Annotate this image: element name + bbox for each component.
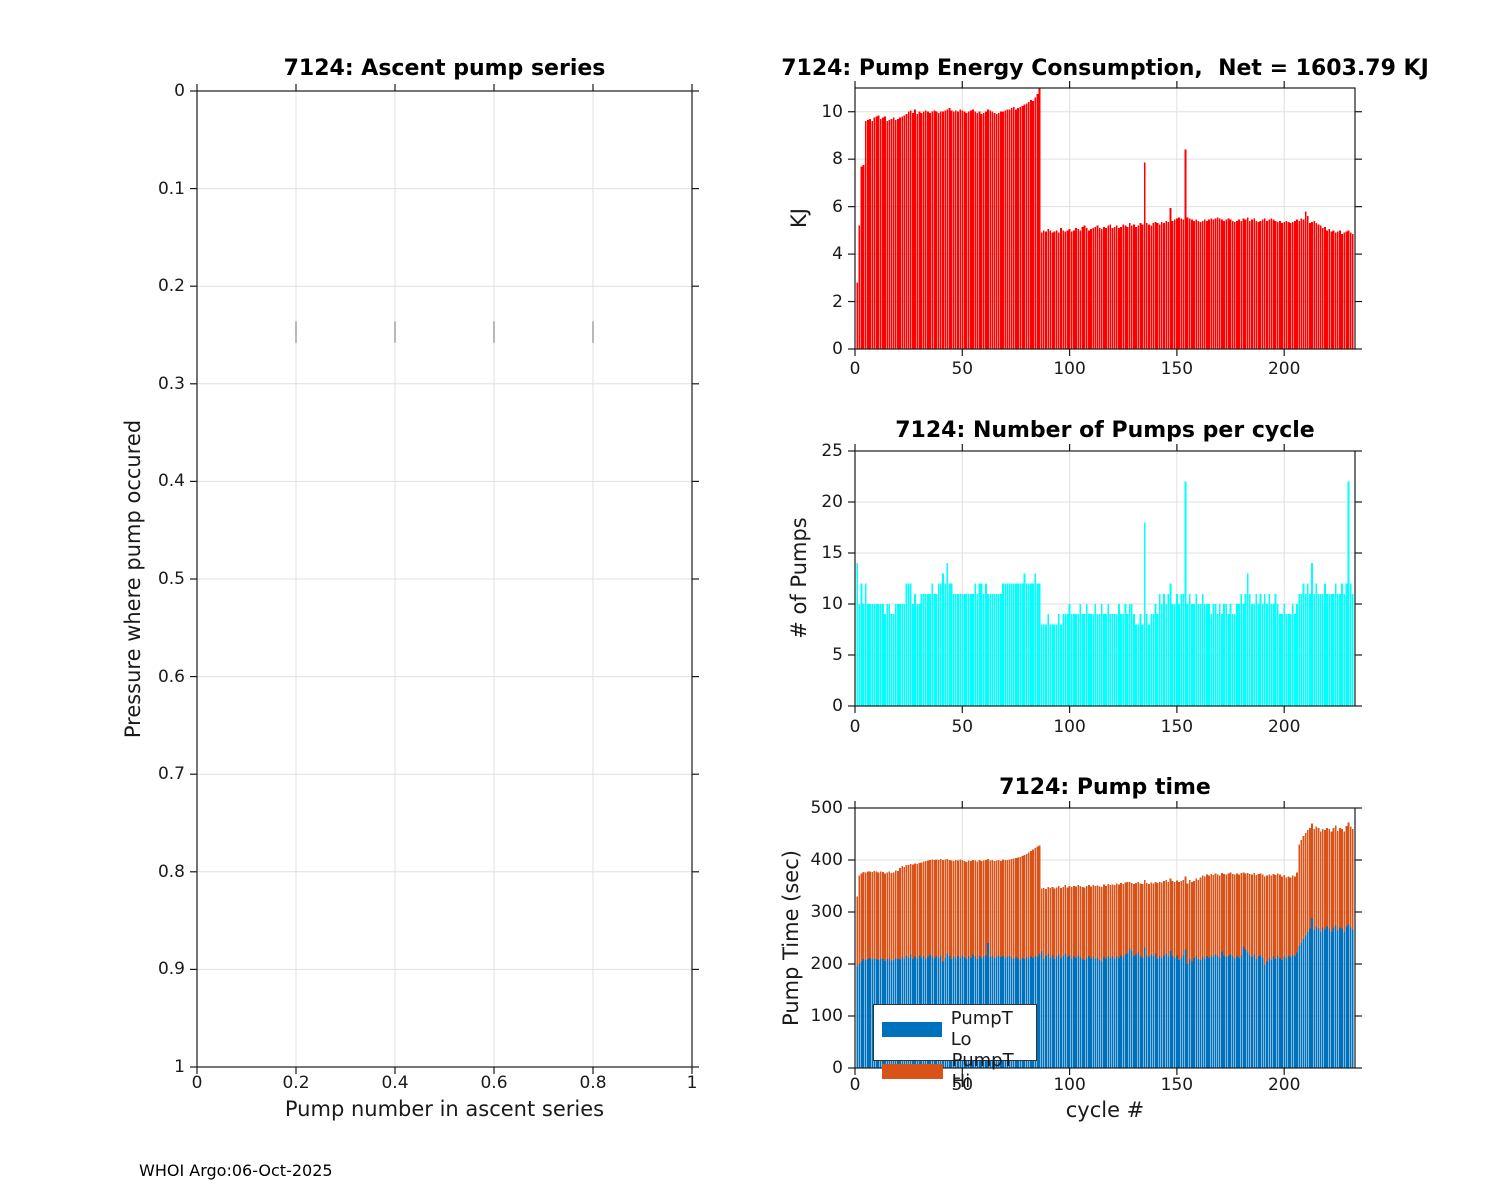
y-tick-label: 0.2 [157,276,185,297]
y-tick-label: 20 [821,492,843,512]
pumps-canvas [848,444,1362,713]
x-tick-label: 200 [1267,359,1301,379]
ascent-canvas [190,84,699,1074]
y-tick-label: 0.6 [157,666,185,687]
x-tick-label: 0.8 [579,1073,607,1093]
x-tick-label: 150 [1160,359,1194,379]
energy-title: 7124: Pump Energy Consumption, Net = 160… [781,56,1429,81]
x-tick-label: 1 [686,1073,698,1093]
y-tick-label: 400 [810,850,843,870]
x-tick-label: 0.6 [480,1073,508,1093]
y-tick-label: 300 [810,902,843,922]
pumptime-xlabel: cycle # [1065,1098,1145,1122]
y-tick-label: 0 [832,339,843,359]
y-tick-label: 10 [821,101,843,122]
y-tick-label: 5 [832,645,843,665]
y-tick-label: 6 [832,196,843,217]
pumps-ylabel: # of Pumps [787,517,811,639]
legend-label-pumpt-hi: PumpT Hi [951,1050,1014,1092]
footer-text: WHOI Argo:06-Oct-2025 [139,1161,333,1180]
y-tick-label: 15 [821,543,843,563]
pumptime-ylabel: Pump Time (sec) [779,850,803,1026]
x-tick-label: 50 [951,717,974,737]
y-tick-label: 200 [810,954,843,974]
legend-item-pumpt-lo: PumpT Lo [874,1008,1036,1050]
y-tick-label: 25 [821,441,843,461]
y-tick-label: 100 [810,1006,843,1026]
x-tick-label: 150 [1160,1075,1194,1095]
x-tick-label: 0 [191,1073,203,1093]
x-tick-label: 50 [951,359,974,379]
x-tick-label: 0.2 [282,1073,310,1093]
energy-canvas [848,81,1362,356]
y-tick-label: 2 [832,291,843,312]
y-tick-label: 0.3 [157,373,185,394]
y-tick-label: 0.7 [157,764,185,785]
y-tick-label: 0.1 [157,178,185,199]
x-tick-label: 0 [849,1075,861,1095]
y-tick-label: 0 [832,696,843,716]
x-tick-label: 0 [849,717,861,737]
ascent-xlabel: Pump number in ascent series [284,1097,605,1121]
y-tick-label: 1 [174,1057,185,1077]
x-tick-label: 100 [1053,359,1086,379]
y-tick-label: 0.4 [157,471,185,492]
y-tick-label: 0 [832,1058,843,1078]
y-tick-label: 0.9 [157,959,185,980]
y-tick-label: 500 [810,798,843,818]
x-tick-label: 0 [849,359,861,379]
x-tick-label: 150 [1160,717,1194,737]
pumps-title: 7124: Number of Pumps per cycle [895,418,1315,443]
legend: PumpT Lo PumpT Hi [873,1004,1037,1092]
y-tick-label: 8 [832,149,843,170]
x-tick-label: 200 [1267,717,1301,737]
y-tick-label: 0 [174,81,185,101]
y-tick-label: 0.5 [157,569,185,589]
x-tick-label: 50 [951,1075,974,1095]
y-tick-label: 0.8 [157,861,185,882]
x-tick-label: 0.4 [381,1073,409,1093]
legend-label-pumpt-lo: PumpT Lo [950,1008,1013,1050]
x-tick-label: 100 [1053,1075,1086,1095]
pumptime-title: 7124: Pump time [999,775,1211,800]
x-tick-label: 100 [1053,717,1086,737]
ascent-title: 7124: Ascent pump series [283,56,606,81]
legend-swatch-pumpt-lo [882,1021,942,1037]
y-tick-label: 4 [832,244,843,265]
y-tick-label: 10 [821,594,843,614]
legend-swatch-pumpt-hi [882,1063,943,1079]
x-tick-label: 200 [1267,1075,1301,1095]
legend-item-pumpt-hi: PumpT Hi [874,1050,1036,1092]
